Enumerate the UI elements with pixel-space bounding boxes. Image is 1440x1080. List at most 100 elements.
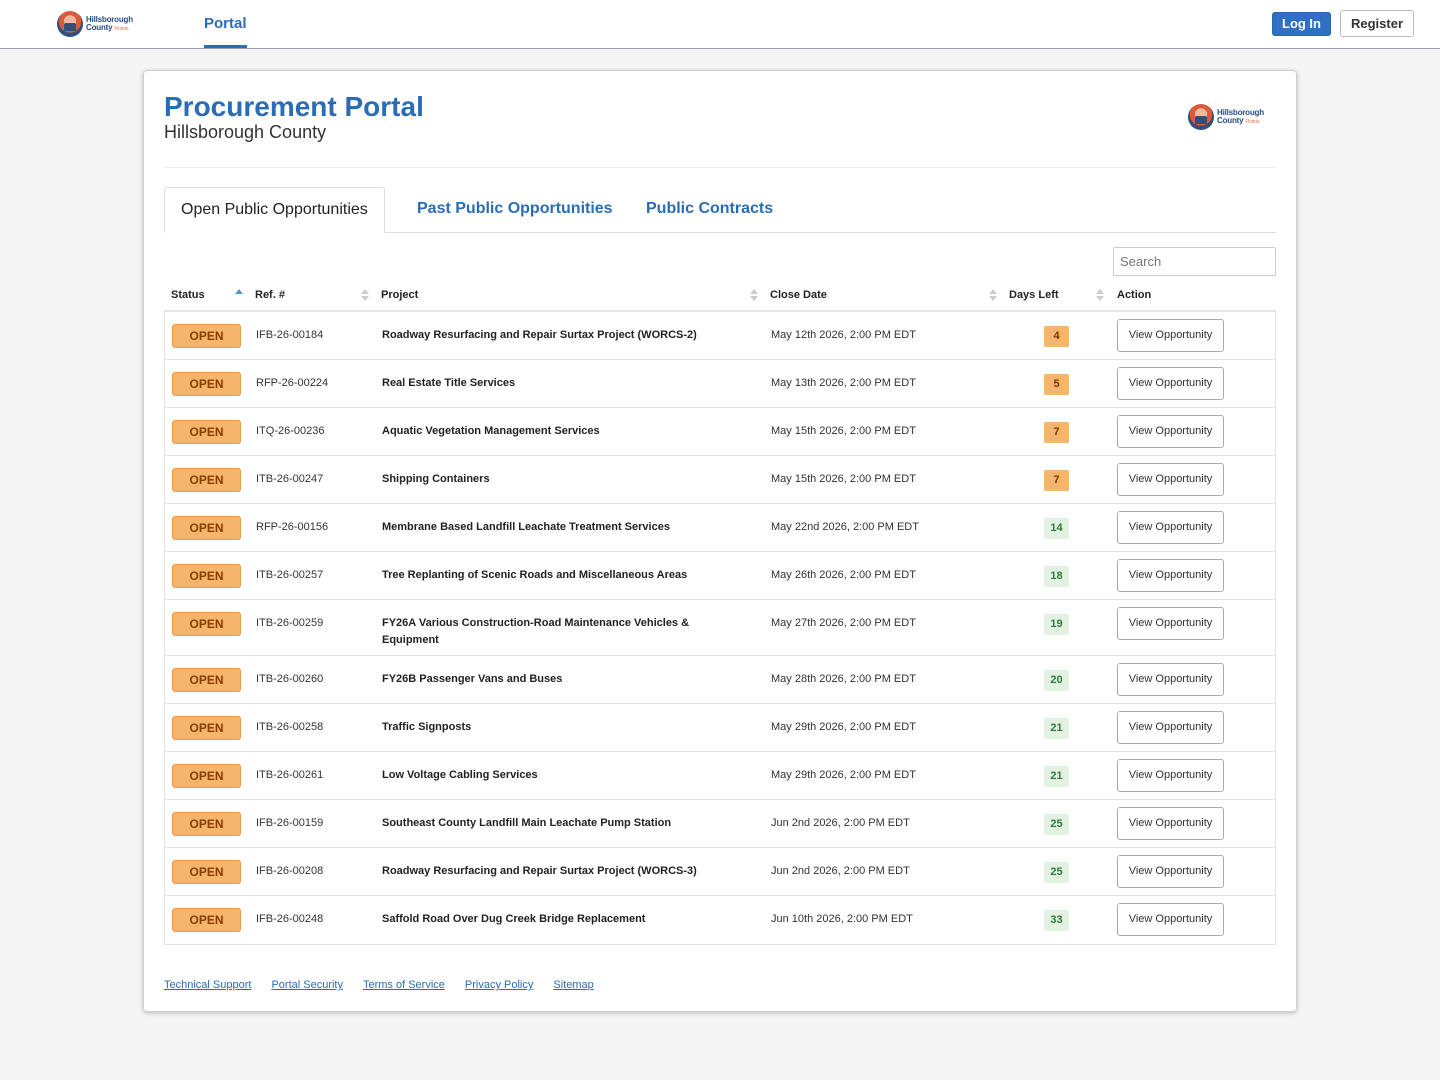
project-name: Shipping Containers xyxy=(382,473,490,485)
status-badge: OPEN xyxy=(172,420,241,444)
project-name: Real Estate Title Services xyxy=(382,377,516,389)
view-opportunity-button[interactable]: View Opportunity xyxy=(1117,903,1224,936)
main-card: Procurement Portal Hillsborough County H… xyxy=(143,70,1297,1012)
close-date: Jun 10th 2026, 2:00 PM EDT xyxy=(771,913,913,925)
project-name: Roadway Resurfacing and Repair Surtax Pr… xyxy=(382,865,697,877)
close-date: May 15th 2026, 2:00 PM EDT xyxy=(771,425,916,437)
table-row: OPEN RFP-26-00224 Real Estate Title Servic… xyxy=(165,360,1275,408)
status-badge: OPEN xyxy=(172,516,241,540)
county-seal-icon xyxy=(1188,104,1214,130)
ref-number: RFP-26-00156 xyxy=(256,521,329,533)
sort-icon[interactable] xyxy=(750,289,758,303)
logo-text: Hillsborough County Florida xyxy=(86,15,133,33)
status-badge: OPEN xyxy=(172,324,241,348)
view-opportunity-button[interactable]: View Opportunity xyxy=(1117,759,1224,792)
ref-number: ITB-26-00257 xyxy=(256,569,324,581)
logo-line2: County xyxy=(86,22,113,32)
ref-number: IFB-26-00184 xyxy=(256,329,324,341)
status-badge: OPEN xyxy=(172,372,241,396)
days-left-badge: 5 xyxy=(1044,374,1069,395)
view-opportunity-button[interactable]: View Opportunity xyxy=(1117,607,1224,640)
column-header-close-date[interactable]: Close Date xyxy=(770,289,827,301)
ref-number: ITB-26-00259 xyxy=(256,617,324,629)
ref-number: ITB-26-00261 xyxy=(256,769,324,781)
page-subtitle: Hillsborough County xyxy=(164,122,327,142)
search-input[interactable] xyxy=(1113,247,1276,276)
sort-icon[interactable] xyxy=(361,289,369,303)
top-navbar: Hillsborough County Florida Portal Log I… xyxy=(0,0,1440,49)
status-badge: OPEN xyxy=(172,564,241,588)
project-name: Southeast County Landfill Main Leachate … xyxy=(382,817,672,829)
close-date: May 15th 2026, 2:00 PM EDT xyxy=(771,473,916,485)
view-opportunity-button[interactable]: View Opportunity xyxy=(1117,663,1224,696)
view-opportunity-button[interactable]: View Opportunity xyxy=(1117,511,1224,544)
close-date: May 13th 2026, 2:00 PM EDT xyxy=(771,377,916,389)
close-date: May 12th 2026, 2:00 PM EDT xyxy=(771,329,916,341)
table-row: OPEN ITB-26-00260 FY26B Passenger Vans and… xyxy=(165,656,1275,704)
table-row: OPEN RFP-26-00156 Membrane Based Landfill … xyxy=(165,504,1275,552)
view-opportunity-button[interactable]: View Opportunity xyxy=(1117,367,1224,400)
footer-link-terms-of-service[interactable]: Terms of Service xyxy=(362,979,445,991)
project-name: Membrane Based Landfill Leachate Treatme… xyxy=(382,521,670,533)
status-badge: OPEN xyxy=(172,612,241,636)
footer-link-technical-support[interactable]: Technical Support xyxy=(164,979,252,991)
view-opportunity-button[interactable]: View Opportunity xyxy=(1117,415,1224,448)
project-name: Saffold Road Over Dug Creek Bridge Repla… xyxy=(382,913,646,925)
logo-state: Florida xyxy=(114,25,129,32)
footer-link-portal-security[interactable]: Portal Security xyxy=(271,979,343,991)
table-row: OPEN ITB-26-00247 Shipping Containers May 1… xyxy=(165,456,1275,504)
view-opportunity-button[interactable]: View Opportunity xyxy=(1117,559,1224,592)
footer-link-privacy-policy[interactable]: Privacy Policy xyxy=(464,979,534,991)
status-badge: OPEN xyxy=(172,468,241,492)
tab-open-public-opportunities[interactable]: Open Public Opportunities xyxy=(164,187,385,233)
days-left-badge: 7 xyxy=(1044,422,1069,443)
sort-ascending-icon[interactable] xyxy=(235,289,243,303)
column-header-project[interactable]: Project xyxy=(381,289,419,301)
days-left-badge: 25 xyxy=(1044,814,1069,835)
county-logo[interactable]: Hillsborough County Florida xyxy=(57,11,133,37)
ref-number: ITQ-26-00236 xyxy=(256,425,325,437)
page-title: Procurement Portal xyxy=(164,91,424,122)
project-name: Traffic Signposts xyxy=(382,721,472,733)
view-opportunity-button[interactable]: View Opportunity xyxy=(1117,855,1224,888)
view-opportunity-button[interactable]: View Opportunity xyxy=(1117,711,1224,744)
logo-text: Hillsborough County Florida xyxy=(1217,107,1264,126)
days-left-badge: 21 xyxy=(1044,766,1069,787)
county-seal-icon xyxy=(57,11,83,37)
status-badge: OPEN xyxy=(172,860,241,884)
footer-links: Technical Support Portal Security Terms of… xyxy=(164,979,614,991)
view-opportunity-button[interactable]: View Opportunity xyxy=(1117,463,1224,496)
days-left-badge: 19 xyxy=(1044,614,1069,635)
days-left-badge: 18 xyxy=(1044,566,1069,587)
table-row: OPEN IFB-26-00159 Southeast County Landfil… xyxy=(165,800,1275,848)
close-date: May 26th 2026, 2:00 PM EDT xyxy=(771,569,916,581)
column-header-action: Action xyxy=(1117,289,1152,301)
divider xyxy=(164,167,1276,168)
tab-past-public-opportunities[interactable]: Past Public Opportunities xyxy=(417,200,613,217)
footer-link-sitemap[interactable]: Sitemap xyxy=(553,979,594,991)
ref-number: ITB-26-00247 xyxy=(256,473,324,485)
view-opportunity-button[interactable]: View Opportunity xyxy=(1117,807,1224,840)
table-row: OPEN ITQ-26-00236 Aquatic Vegetation Manag… xyxy=(165,408,1275,456)
table-row: OPEN IFB-26-00248 Saffold Road Over Dug Cr… xyxy=(165,896,1275,944)
nav-tab-portal[interactable]: Portal xyxy=(204,0,247,48)
table-row: OPEN ITB-26-00261 Low Voltage Cabling Serv… xyxy=(165,752,1275,800)
login-button[interactable]: Log In xyxy=(1272,12,1331,36)
sort-icon[interactable] xyxy=(1096,289,1104,303)
ref-number: ITB-26-00258 xyxy=(256,721,324,733)
column-header-status[interactable]: Status xyxy=(171,289,205,301)
days-left-badge: 21 xyxy=(1044,718,1069,739)
view-opportunity-button[interactable]: View Opportunity xyxy=(1117,319,1224,352)
logo-line2: County xyxy=(1217,115,1244,125)
column-header-ref[interactable]: Ref. # xyxy=(255,289,285,301)
register-button[interactable]: Register xyxy=(1340,10,1414,37)
status-badge: OPEN xyxy=(172,764,241,788)
logo-line1: Hillsborough xyxy=(1217,107,1264,117)
card-county-logo: Hillsborough County Florida xyxy=(1188,104,1264,130)
sort-icon[interactable] xyxy=(989,289,997,303)
column-header-days-left[interactable]: Days Left xyxy=(1009,289,1059,301)
logo-state: Florida xyxy=(1245,118,1260,125)
ref-number: ITB-26-00260 xyxy=(256,673,324,685)
tab-public-contracts[interactable]: Public Contracts xyxy=(646,200,774,217)
opportunity-tabs: Open Public Opportunities Past Public Op… xyxy=(164,187,1276,233)
